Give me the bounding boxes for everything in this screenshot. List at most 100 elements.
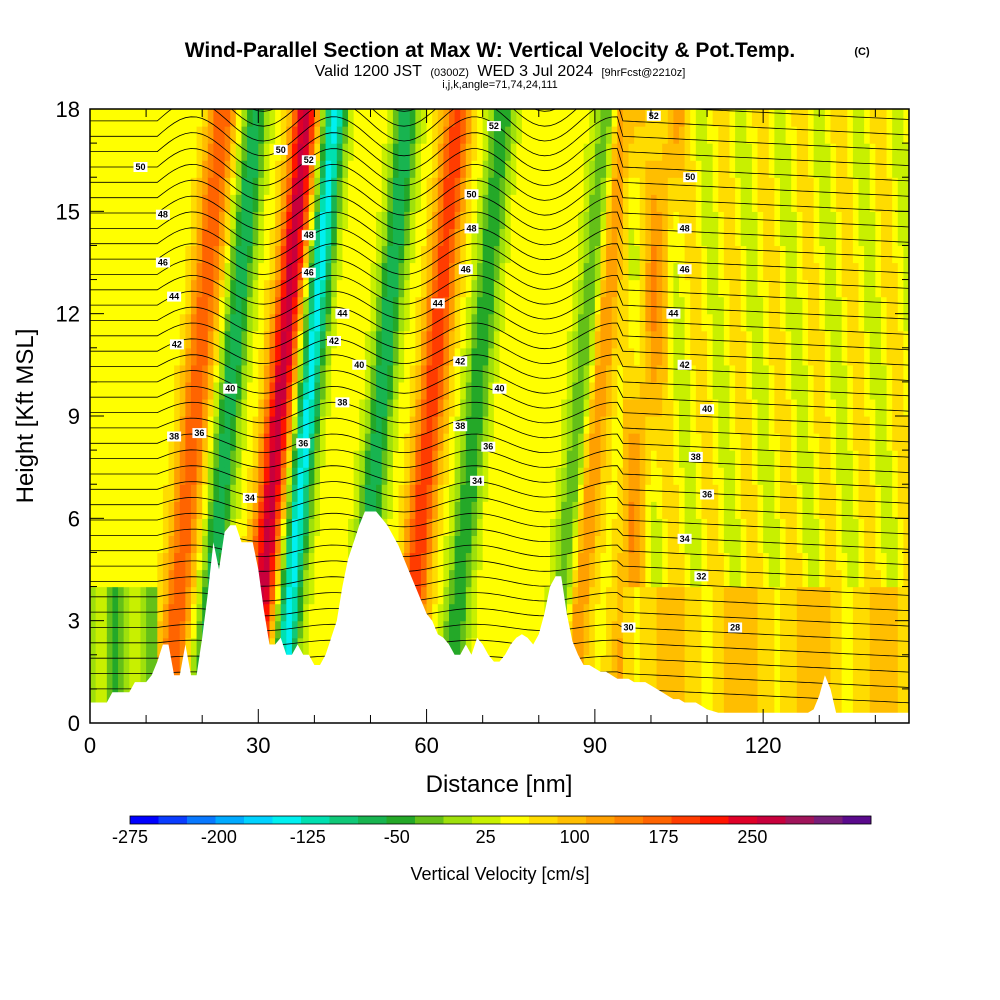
velocity-cell <box>387 501 394 519</box>
velocity-cell <box>505 450 512 468</box>
velocity-cell <box>735 450 742 468</box>
velocity-cell <box>785 245 792 264</box>
velocity-cell <box>376 245 383 264</box>
velocity-cell <box>779 654 787 673</box>
velocity-cell <box>488 467 495 485</box>
velocity-cell <box>757 296 764 315</box>
velocity-cell <box>398 177 405 195</box>
velocity-cell <box>729 433 736 451</box>
velocity-cell <box>527 620 534 639</box>
velocity-cell <box>477 586 484 605</box>
velocity-cell <box>134 381 142 400</box>
velocity-cell <box>645 143 652 161</box>
velocity-cell <box>190 484 198 502</box>
velocity-cell <box>740 126 747 144</box>
velocity-cell <box>813 194 820 212</box>
velocity-cell <box>415 109 422 127</box>
velocity-cell <box>729 126 736 144</box>
velocity-cell <box>707 688 714 707</box>
velocity-cell <box>611 433 618 451</box>
velocity-cell <box>196 126 203 144</box>
velocity-cell <box>589 603 596 622</box>
velocity-cell <box>746 450 753 468</box>
velocity-cell <box>774 330 781 349</box>
velocity-cell <box>684 279 691 298</box>
velocity-cell <box>465 501 473 519</box>
velocity-cell <box>174 501 181 519</box>
velocity-cell <box>505 569 512 588</box>
velocity-cell <box>129 484 136 502</box>
velocity-cell <box>684 245 691 264</box>
velocity-cell <box>364 433 372 451</box>
velocity-cell <box>387 347 394 366</box>
velocity-cell <box>185 433 192 451</box>
velocity-cell <box>398 160 405 178</box>
velocity-cell <box>628 262 635 281</box>
velocity-cell <box>420 143 428 161</box>
velocity-cell <box>443 143 450 161</box>
velocity-cell <box>740 262 747 281</box>
velocity-cell <box>286 450 293 468</box>
velocity-cell <box>179 433 186 451</box>
velocity-cell <box>123 211 130 229</box>
velocity-cell <box>185 211 192 229</box>
velocity-cell <box>690 364 697 383</box>
velocity-cell <box>572 416 579 434</box>
velocity-cell <box>134 552 142 571</box>
velocity-cell <box>830 279 837 298</box>
velocity-cell <box>241 279 248 298</box>
velocity-cell <box>157 126 164 144</box>
velocity-cell <box>549 569 557 588</box>
velocity-cell <box>533 416 540 434</box>
velocity-cell <box>791 330 798 349</box>
velocity-cell <box>611 484 618 502</box>
velocity-cell <box>308 603 315 622</box>
velocity-cell <box>196 637 203 656</box>
velocity-cell <box>589 381 596 400</box>
velocity-cell <box>617 381 624 400</box>
velocity-cell <box>819 211 826 229</box>
velocity-cell <box>813 245 820 264</box>
velocity-cell <box>521 194 529 212</box>
velocity-cell <box>252 433 259 451</box>
velocity-cell <box>230 143 237 161</box>
velocity-cell <box>118 671 125 690</box>
velocity-cell <box>196 586 203 605</box>
velocity-cell <box>392 211 400 229</box>
velocity-cell <box>460 603 467 622</box>
velocity-cell <box>740 518 747 536</box>
velocity-cell <box>516 364 523 383</box>
velocity-cell <box>634 313 641 332</box>
velocity-cell <box>757 637 764 656</box>
velocity-cell <box>650 330 658 349</box>
forecast-info: [9hrFcst@2210z] <box>601 67 685 79</box>
velocity-cell <box>376 416 383 434</box>
velocity-cell <box>650 228 658 247</box>
velocity-cell <box>381 279 388 298</box>
velocity-cell <box>308 160 315 178</box>
velocity-cell <box>578 279 585 298</box>
velocity-cell <box>617 484 624 502</box>
velocity-cell <box>606 160 613 178</box>
velocity-cell <box>628 313 635 332</box>
velocity-cell <box>269 194 276 212</box>
velocity-cell <box>471 245 478 264</box>
velocity-cell <box>757 160 764 178</box>
velocity-cell <box>707 211 714 229</box>
velocity-cell <box>650 313 658 332</box>
velocity-cell <box>140 313 147 332</box>
velocity-cell <box>583 398 590 417</box>
velocity-cell <box>348 245 355 264</box>
velocity-cell <box>376 126 383 144</box>
velocity-cell <box>746 313 753 332</box>
velocity-cell <box>219 228 226 247</box>
velocity-cell <box>190 518 198 536</box>
velocity-cell <box>858 330 865 349</box>
velocity-cell <box>381 330 388 349</box>
velocity-cell <box>566 467 574 485</box>
velocity-cell <box>420 450 428 468</box>
velocity-cell <box>247 313 254 332</box>
velocity-cell <box>836 586 843 605</box>
velocity-cell <box>707 279 714 298</box>
velocity-cell <box>505 177 512 195</box>
